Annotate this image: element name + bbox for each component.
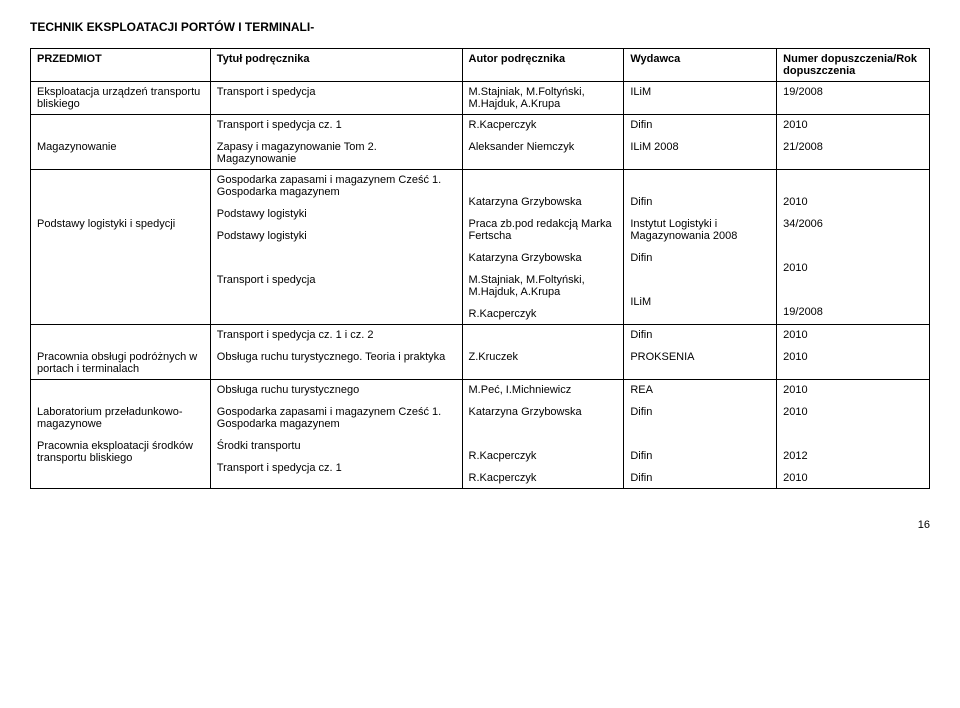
cell-text: Podstawy logistyki	[217, 208, 456, 220]
cell-title: Gospodarka zapasami i magazynem Cześć 1.…	[210, 170, 462, 325]
cell-publisher: Difin Instytut Logistyki i Magazynowania…	[624, 170, 777, 325]
cell-title: Obsługa ruchu turystycznego Gospodarka z…	[210, 380, 462, 489]
cell-approval: 2010 2010 2012 2010	[777, 380, 930, 489]
cell-text: Gospodarka zapasami i magazynem Cześć 1.…	[217, 406, 456, 430]
cell-text: Instytut Logistyki i Magazynowania 2008	[630, 218, 770, 242]
cell-text: Difin	[630, 119, 770, 131]
cell-publisher: Difin ILiM 2008	[624, 115, 777, 170]
cell-text: Difin	[630, 450, 770, 462]
cell-text: Transport i spedycja	[217, 274, 456, 286]
cell-title: Transport i spedycja cz. 1 i cz. 2 Obsłu…	[210, 325, 462, 380]
cell-title: Transport i spedycja	[210, 82, 462, 115]
cell-text: Magazynowanie	[37, 141, 204, 153]
cell-text: 2010	[783, 329, 923, 341]
header-title: Tytuł podręcznika	[210, 49, 462, 82]
table-header-row: PRZEDMIOT Tytuł podręcznika Autor podręc…	[31, 49, 930, 82]
header-author: Autor podręcznika	[462, 49, 624, 82]
cell-text: Pracownia eksploatacji środków transport…	[37, 440, 204, 464]
cell-text: 2010	[783, 262, 923, 274]
cell-text: M.Stajniak, M.Foltyński, M.Hajduk, A.Kru…	[469, 274, 618, 298]
cell-text: Difin	[630, 329, 770, 341]
cell-text: Transport i spedycja cz. 1	[217, 119, 456, 131]
cell-text: Katarzyna Grzybowska	[469, 196, 618, 208]
cell-text: Obsługa ruchu turystycznego	[217, 384, 456, 396]
cell-text: Podstawy logistyki i spedycji	[37, 218, 204, 230]
cell-subject: Eksploatacja urządzeń transportu bliskie…	[31, 82, 211, 115]
table-row: Laboratorium przeładunkowo-magazynowe Pr…	[31, 380, 930, 489]
cell-text: Katarzyna Grzybowska	[469, 252, 618, 264]
cell-text: 21/2008	[783, 141, 923, 153]
cell-subject: Magazynowanie	[31, 115, 211, 170]
cell-approval: 2010 34/2006 2010 19/2008	[777, 170, 930, 325]
cell-author: M.Stajniak, M.Foltyński, M.Hajduk, A.Kru…	[462, 82, 624, 115]
cell-approval: 19/2008	[777, 82, 930, 115]
cell-subject: Laboratorium przeładunkowo-magazynowe Pr…	[31, 380, 211, 489]
cell-text: 34/2006	[783, 218, 923, 230]
cell-text: Difin	[630, 472, 770, 484]
table-row: Magazynowanie Transport i spedycja cz. 1…	[31, 115, 930, 170]
cell-text: Difin	[630, 406, 770, 418]
cell-text: 2012	[783, 450, 923, 462]
cell-text: Praca zb.pod redakcją Marka Fertscha	[469, 218, 618, 242]
cell-author: R.Kacperczyk Aleksander Niemczyk	[462, 115, 624, 170]
table-row: Eksploatacja urządzeń transportu bliskie…	[31, 82, 930, 115]
cell-text: Środki transportu	[217, 440, 456, 452]
cell-text: 19/2008	[783, 306, 923, 318]
cell-author: Z.Kruczek	[462, 325, 624, 380]
cell-text: R.Kacperczyk	[469, 119, 618, 131]
cell-text: M.Peć, I.Michniewicz	[469, 384, 618, 396]
header-publisher: Wydawca	[624, 49, 777, 82]
page-heading: TECHNIK EKSPLOATACJI PORTÓW I TERMINALI-	[30, 20, 930, 34]
cell-text: 2010	[783, 384, 923, 396]
cell-text: Podstawy logistyki	[217, 230, 456, 242]
cell-text: Difin	[630, 252, 770, 264]
cell-text: R.Kacperczyk	[469, 472, 618, 484]
cell-text: Aleksander Niemczyk	[469, 141, 618, 153]
cell-text: Gospodarka zapasami i magazynem Cześć 1.…	[217, 174, 456, 198]
cell-text: PROKSENIA	[630, 351, 770, 363]
table-row: Pracownia obsługi podróżnych w portach i…	[31, 325, 930, 380]
cell-text: 2010	[783, 119, 923, 131]
cell-text: Difin	[630, 196, 770, 208]
cell-text: Katarzyna Grzybowska	[469, 406, 618, 418]
cell-text: ILiM	[630, 296, 770, 308]
cell-author: M.Peć, I.Michniewicz Katarzyna Grzybowsk…	[462, 380, 624, 489]
cell-text: 2010	[783, 406, 923, 418]
cell-text: 2010	[783, 196, 923, 208]
cell-publisher: ILiM	[624, 82, 777, 115]
cell-text: R.Kacperczyk	[469, 450, 618, 462]
curriculum-table: PRZEDMIOT Tytuł podręcznika Autor podręc…	[30, 48, 930, 489]
cell-approval: 2010 21/2008	[777, 115, 930, 170]
cell-text: Transport i spedycja cz. 1 i cz. 2	[217, 329, 456, 341]
cell-text: R.Kacperczyk	[469, 308, 618, 320]
page-number: 16	[30, 519, 930, 531]
cell-text: REA	[630, 384, 770, 396]
cell-approval: 2010 2010	[777, 325, 930, 380]
cell-text: Pracownia obsługi podróżnych w portach i…	[37, 351, 204, 375]
cell-text: Zapasy i magazynowanie Tom 2. Magazynowa…	[217, 141, 456, 165]
cell-publisher: REA Difin Difin Difin	[624, 380, 777, 489]
cell-text: 2010	[783, 351, 923, 363]
cell-title: Transport i spedycja cz. 1 Zapasy i maga…	[210, 115, 462, 170]
cell-subject: Pracownia obsługi podróżnych w portach i…	[31, 325, 211, 380]
cell-text: Obsługa ruchu turystycznego. Teoria i pr…	[217, 351, 456, 363]
header-subject: PRZEDMIOT	[31, 49, 211, 82]
cell-subject: Podstawy logistyki i spedycji	[31, 170, 211, 325]
cell-publisher: Difin PROKSENIA	[624, 325, 777, 380]
cell-author: Katarzyna Grzybowska Praca zb.pod redakc…	[462, 170, 624, 325]
cell-text: ILiM 2008	[630, 141, 770, 153]
cell-text: Transport i spedycja cz. 1	[217, 462, 456, 474]
cell-text: Laboratorium przeładunkowo-magazynowe	[37, 406, 204, 430]
cell-text: 2010	[783, 472, 923, 484]
header-approval: Numer dopuszczenia/Rok dopuszczenia	[777, 49, 930, 82]
table-row: Podstawy logistyki i spedycji Gospodarka…	[31, 170, 930, 325]
cell-text: Z.Kruczek	[469, 351, 618, 363]
